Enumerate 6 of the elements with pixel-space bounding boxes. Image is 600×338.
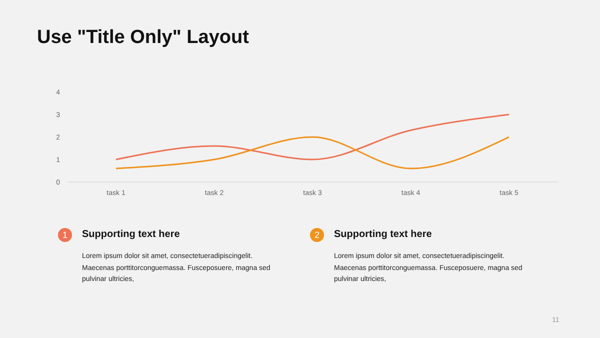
line-series (115, 114, 510, 160)
text: Supporting text here (334, 228, 432, 242)
numbered-circle: 1 (58, 228, 72, 242)
numbered-circle: 2 (310, 228, 324, 242)
text: Supporting text here (82, 228, 180, 242)
chart-title: Use "Title Only" Layout (37, 27, 249, 49)
